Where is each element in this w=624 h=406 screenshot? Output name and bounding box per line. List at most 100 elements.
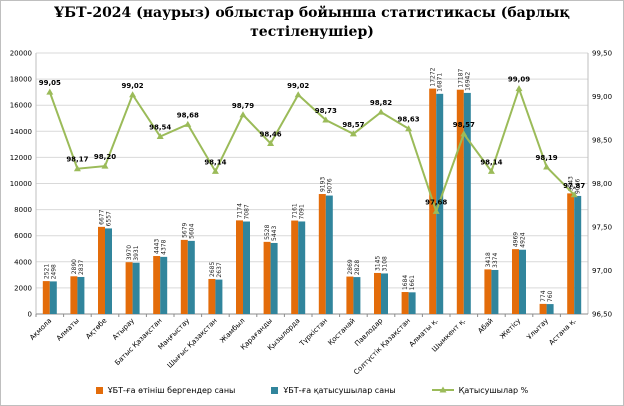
bar-participants-label: 2837 [78,260,85,275]
bar-participants [408,292,416,314]
bar-applications-label: 17187 [457,68,464,87]
point-percent [294,91,302,98]
bar-participants [298,221,306,314]
point-percent [239,111,247,118]
legend: ҰБТ-ға өтініш бергендер саны ҰБТ-ға қаты… [0,383,624,397]
y-tick-left: 4000 [14,258,32,266]
bar-applications-label: 6677 [99,209,106,224]
bar-applications [456,89,464,314]
point-percent [487,167,495,174]
bar-applications [484,269,492,314]
x-tick-label: Түркістан [298,317,330,349]
bar-participants [132,262,140,314]
bar-applications-label: 5679 [181,222,188,237]
bar-participants-label: 7087 [244,204,251,219]
y-tick-right: 98,00 [592,180,612,188]
point-percent [322,116,330,123]
y-tick-right: 97,00 [592,267,612,275]
bar-applications-label: 2890 [71,259,78,274]
bar-applications [512,249,519,314]
bar-participants-label: 2637 [216,262,223,277]
bar-applications-label: 3145 [375,256,382,271]
point-percent [156,133,164,140]
bar-applications-label: 4443 [154,239,161,254]
point-percent-label: 98,73 [315,107,337,115]
point-percent [211,167,219,174]
bar-participants [243,221,250,314]
point-percent [432,207,440,214]
point-percent [129,91,137,98]
bar-applications [180,239,188,314]
x-tick-label: Ұлытау [525,317,550,342]
y-tick-right: 99,50 [592,50,612,58]
bar-participants [160,256,168,314]
point-percent [460,130,468,137]
chart-title: ҰБТ-2024 (наурыз) облыстар бойынша стати… [0,4,624,42]
y-tick-left: 6000 [14,232,32,240]
legend-swatch-participants [271,386,279,394]
point-percent-label: 98,82 [370,99,392,107]
x-tick-label: Шығыс Қазақстан [166,317,219,370]
point-percent-label: 98,46 [260,130,282,138]
x-tick-label: Жамбыл [219,317,247,345]
bar-applications [567,193,575,314]
legend-item-participants: ҰБТ-ға қатысушылар саны [271,386,396,395]
bar-participants [215,279,223,314]
point-percent [377,108,385,115]
bar-participants-label: 4924 [520,232,527,247]
bar-participants-label: 16871 [437,73,444,92]
x-tick-label: Астана қ. [548,317,578,347]
x-tick-label: Алматы [55,317,81,343]
chart-title-line1: ҰБТ-2024 (наурыз) облыстар бойынша стати… [54,5,570,21]
legend-swatch-applications [95,386,103,394]
line-percent [48,85,575,215]
bar-participants-label: 4378 [161,239,168,254]
x-tick-label: Абай [476,317,494,335]
x-tick-label: Солтүстік Қазақстан [352,317,412,377]
y-tick-left: 10000 [10,180,32,188]
bar-participants [105,228,112,314]
bar-applications [98,226,105,314]
point-percent-label: 99,02 [287,82,309,90]
y-tick-right: 98,50 [592,137,612,145]
bar-applications-label: 3418 [485,252,492,267]
point-percent-label: 98,57 [342,121,364,129]
point-percent-label: 99,02 [122,82,144,90]
bar-participants-label: 760 [547,290,554,302]
y-tick-left: 0 [28,311,32,319]
point-percent [101,162,109,169]
bar-applications-label: 1684 [402,275,409,290]
point-percent [570,191,578,198]
bar-participants-label: 9046 [575,178,582,193]
bar-applications-label: 2685 [209,262,216,277]
x-tick-label: Ақтөбе [84,317,108,341]
bar-participants [187,240,195,314]
bar-participants-label: 16942 [464,72,471,91]
bar-participants-label: 2498 [50,264,57,279]
bar-applications [263,241,271,314]
bar-participants-label: 3374 [492,253,499,268]
legend-label-percent: Қатысушылар % [458,385,529,395]
bar-applications [401,292,409,314]
y-tick-left: 16000 [10,102,32,110]
y-tick-left: 18000 [10,76,32,84]
point-percent-label: 98,20 [94,153,116,161]
bar-applications-label: 9243 [568,176,575,191]
bar-participants-label: 5443 [271,226,278,241]
bar-applications [236,220,243,314]
bar-applications-label: 9193 [319,177,326,192]
point-percent [267,139,275,146]
bar-participants [353,277,361,314]
point-percent-label: 98,14 [480,158,502,166]
point-percent-label: 98,68 [177,111,199,119]
bar-participants [270,242,278,314]
point-percent-label: 99,09 [508,76,530,84]
bar-participants [463,92,471,315]
bar-applications [42,281,50,314]
x-tick-label: Жетісу [498,317,522,341]
bar-applications-label: 2521 [43,264,50,279]
legend-marker-percent [431,386,454,393]
legend-label-applications: ҰБТ-ға өтініш бергендер саны [107,385,236,395]
